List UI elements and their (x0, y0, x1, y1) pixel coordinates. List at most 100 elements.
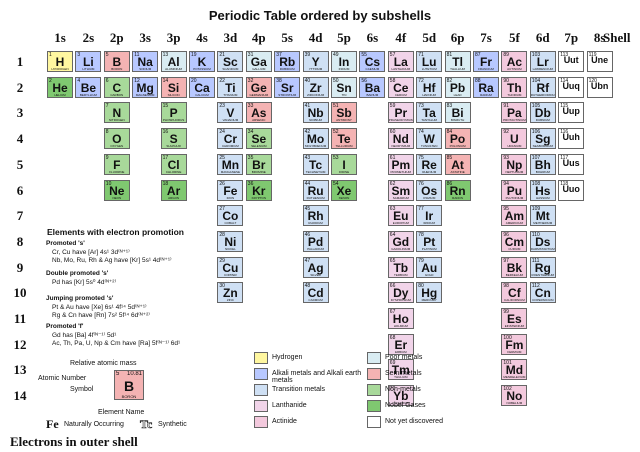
element-cell-w: 74 W TUNGSTEN (416, 128, 443, 150)
element-cell-mt: 109 Mt MEITNERIUM (529, 205, 556, 227)
legend-label-hydrogen: Hydrogen (272, 354, 303, 361)
atomic-number: 94 (503, 180, 509, 187)
note-promoted-f-line1: Gd has [Ba] 4f⁽ᴺ⁻¹⁾ 5d¹ (52, 332, 117, 339)
note-double-s: Double promoted 's' (46, 270, 109, 277)
element-name: COPERNICIUM (532, 298, 554, 303)
element-cell-md: 101 Md MENDELEVIUM (501, 359, 528, 381)
element-symbol: Rf (536, 80, 550, 95)
atomic-number: 10 (105, 180, 112, 187)
element-cell-am: 95 Am AMERICIUM (501, 205, 528, 227)
row-number-13: 13 (13, 362, 27, 378)
element-symbol: Pr (394, 106, 408, 121)
element-symbol: Rg (534, 260, 551, 275)
atomic-number: 90 (503, 77, 509, 84)
element-name: STRONTIUM (278, 92, 297, 97)
element-symbol: Rh (307, 209, 324, 224)
element-cell-ra: 88 Ra RADIUM (473, 76, 499, 98)
element-cell-ag: 47 Ag SILVER (302, 256, 329, 278)
element-cell-cu: 29 Cu COPPER (217, 256, 244, 278)
atomic-number: 62 (389, 180, 396, 187)
element-symbol: Sc (223, 55, 238, 69)
element-symbol: Ds (535, 234, 551, 249)
element-symbol: Fe (223, 183, 238, 198)
element-cell-na: 11 Na SODIUM (132, 51, 159, 72)
legend-label-undiscovered: Not yet discovered (385, 418, 443, 425)
element-symbol: Sn (336, 80, 352, 95)
key-atomic-number-label: Atomic Number (38, 375, 87, 382)
element-cell-ga: 31 Ga GALLIUM (245, 51, 272, 72)
atomic-number: 56 (361, 77, 367, 84)
element-name: SEABORGIUM (532, 144, 553, 149)
legend-label-nonmetal: Non-metals (385, 386, 421, 393)
atomic-number: 120 (588, 77, 597, 84)
element-cell-hf: 72 Hf HAFNIUM (416, 76, 443, 98)
element-symbol: Er (394, 337, 408, 352)
element-symbol: Ti (225, 80, 236, 95)
element-symbol: Ag (307, 260, 324, 275)
element-symbol: Mo (306, 132, 325, 147)
element-name: NITROGEN (108, 118, 125, 123)
atomic-number: 66 (389, 283, 396, 290)
row-number-12: 12 (13, 336, 27, 352)
element-name: PLUTONIUM (505, 195, 524, 200)
element-cell-dy: 66 Dy DYSPROSIUM (387, 282, 414, 304)
atomic-number: 61 (389, 154, 396, 161)
element-cell-hs: 108 Hs HASSIUM (529, 179, 556, 201)
atomic-number: 48 (304, 283, 311, 290)
atomic-number: 74 (418, 129, 424, 136)
atomic-number: 117 (560, 154, 569, 161)
element-name: IRIDIUM (423, 221, 435, 226)
element-symbol: As (251, 106, 267, 121)
element-cell-nd: 60 Nd NEODYMIUM (387, 128, 414, 150)
element-name: DUBNIUM (535, 118, 550, 123)
element-name: SILVER (310, 272, 321, 277)
element-cell-be: 4 Be BERYLLIUM (75, 76, 102, 98)
element-name: GERMANIUM (249, 92, 269, 97)
element-name: GOLD (424, 272, 434, 277)
element-name: MERCURY (421, 298, 437, 303)
column-header-4s: 4s (196, 30, 208, 45)
element-name: PROTACTINIUM (503, 118, 526, 123)
element-cell-une: 119 Une (586, 51, 613, 72)
element-symbol: I (342, 157, 346, 172)
atomic-number: 82 (446, 77, 453, 84)
element-symbol: Ru (307, 183, 324, 198)
element-cell-pm: 61 Pm PROMETHIUM (387, 153, 414, 175)
element-cell-rh: 45 Rh RHODIUM (302, 205, 329, 227)
element-symbol: H (55, 55, 65, 69)
atomic-number: 73 (418, 103, 424, 110)
element-name: IRON (226, 195, 235, 200)
element-cell-cf: 98 Cf CALIFORNIUM (501, 282, 528, 304)
element-name: LAWRENCIUM (532, 67, 553, 71)
atomic-number: 7 (105, 103, 109, 110)
element-symbol: Ar (166, 183, 181, 198)
element-cell-uup: 115 Uup (558, 102, 585, 124)
element-symbol: Sm (391, 183, 411, 198)
key-synthetic-label: Synthetic (158, 421, 187, 428)
atomic-number: 107 (531, 154, 541, 161)
atomic-number: 54 (333, 180, 339, 187)
element-symbol: Ce (393, 80, 409, 95)
element-symbol: B (112, 55, 122, 69)
element-symbol: Mg (136, 80, 154, 95)
atomic-number: 67 (389, 309, 396, 315)
atomic-number: 110 (531, 231, 540, 238)
element-name: BORON (111, 67, 123, 71)
footer-caption: Electrons in outer shell (10, 434, 138, 449)
atomic-number: 80 (418, 283, 424, 290)
element-symbol: Sr (280, 80, 294, 95)
element-cell-tl: 81 Tl THALLIUM (444, 51, 471, 72)
element-name: RUTHERFORDIUM (530, 92, 556, 97)
element-name: BERYLLIUM (79, 92, 97, 97)
element-symbol: Ne (109, 183, 125, 198)
atomic-number: 46 (304, 231, 311, 238)
element-name: THORIUM (507, 92, 522, 97)
element-name: XENON (338, 195, 350, 200)
element-cell-ir: 77 Ir IRIDIUM (416, 205, 443, 227)
element-cell-sn: 50 Sn TIN (331, 76, 357, 98)
element-name: RHODIUM (308, 221, 323, 226)
element-symbol: Uup (562, 106, 580, 117)
atomic-number: 5 (105, 52, 109, 58)
atomic-number: 103 (531, 52, 541, 58)
element-cell-no: 102 No NOBELIUM (501, 385, 528, 407)
